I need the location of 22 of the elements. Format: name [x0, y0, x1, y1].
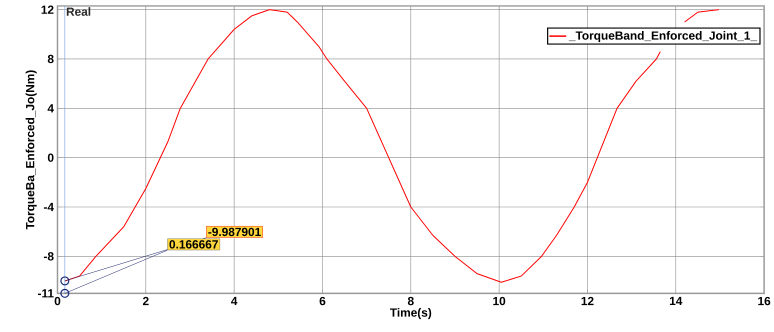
x-tick-label: 2 [142, 296, 149, 306]
y-tick-label: -8 [44, 252, 54, 261]
y-tick-label: 4 [48, 104, 54, 112]
y-axis-title: TorqueBa_Enforced_Jo(Nm) [26, 70, 37, 230]
x-tick-label: 10 [493, 296, 506, 306]
x-tick-label: 12 [582, 296, 594, 306]
legend-label: _TorqueBand_Enforced_Joint_1_ [568, 31, 758, 42]
y-tick-label: -4 [44, 202, 54, 212]
x-tick-label: 0 [54, 296, 60, 306]
y-tick-label: -11 [38, 289, 54, 298]
ref-line-label: Real [66, 7, 90, 16]
annotation: -9.987901 [208, 228, 261, 236]
x-tick-label: 14 [670, 296, 682, 305]
x-tick-label: 8 [408, 296, 414, 306]
x-tick-label: 16 [758, 296, 770, 306]
y-tick-label: 12 [42, 6, 54, 14]
y-tick-label: 8 [48, 54, 54, 64]
x-tick-label: 4 [231, 296, 238, 305]
annotation: 0.166667 [169, 240, 218, 249]
y-tick-label: 0 [48, 153, 54, 162]
x-axis-title: Time(s) [390, 308, 432, 320]
x-tick-label: 6 [320, 296, 326, 306]
